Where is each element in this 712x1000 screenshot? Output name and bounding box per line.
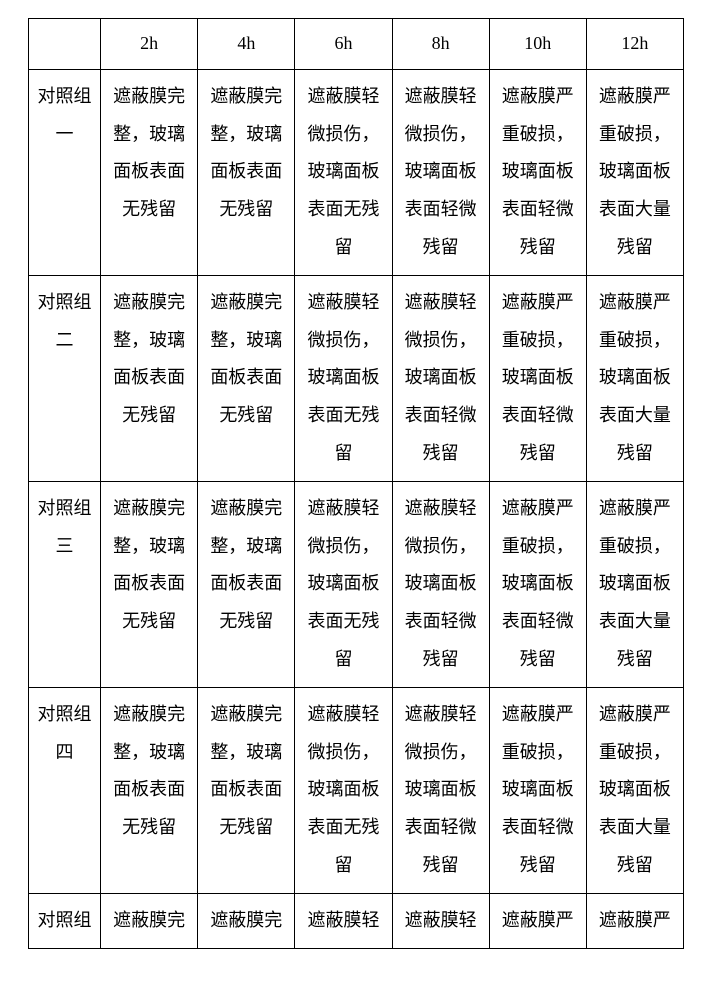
cell: 遮蔽膜轻 xyxy=(295,893,392,948)
header-12h: 12h xyxy=(586,19,683,70)
table-row: 对照组四 遮蔽膜完整，玻璃面板表面无残留 遮蔽膜完整，玻璃面板表面无残留 遮蔽膜… xyxy=(29,687,684,893)
cell: 遮蔽膜严重破损，玻璃面板表面轻微残留 xyxy=(489,275,586,481)
cell: 遮蔽膜严重破损，玻璃面板表面大量残留 xyxy=(586,481,683,687)
header-4h: 4h xyxy=(198,19,295,70)
cell: 遮蔽膜完整，玻璃面板表面无残留 xyxy=(198,687,295,893)
cell: 遮蔽膜严 xyxy=(586,893,683,948)
table-header-row: 2h 4h 6h 8h 10h 12h xyxy=(29,19,684,70)
cell: 遮蔽膜完整，玻璃面板表面无残留 xyxy=(101,481,198,687)
cell: 遮蔽膜轻微损伤，玻璃面板表面无残留 xyxy=(295,481,392,687)
header-6h: 6h xyxy=(295,19,392,70)
cell: 遮蔽膜严重破损，玻璃面板表面大量残留 xyxy=(586,69,683,275)
table-row: 对照组一 遮蔽膜完整，玻璃面板表面无残留 遮蔽膜完整，玻璃面板表面无残留 遮蔽膜… xyxy=(29,69,684,275)
cell: 遮蔽膜完整，玻璃面板表面无残留 xyxy=(198,275,295,481)
header-2h: 2h xyxy=(101,19,198,70)
cell: 遮蔽膜完 xyxy=(198,893,295,948)
cell: 遮蔽膜严重破损，玻璃面板表面大量残留 xyxy=(586,275,683,481)
cell: 遮蔽膜轻微损伤，玻璃面板表面无残留 xyxy=(295,687,392,893)
cell: 遮蔽膜完整，玻璃面板表面无残留 xyxy=(101,69,198,275)
cell: 遮蔽膜严重破损，玻璃面板表面大量残留 xyxy=(586,687,683,893)
row-label: 对照组二 xyxy=(29,275,101,481)
row-label: 对照组一 xyxy=(29,69,101,275)
row-label: 对照组四 xyxy=(29,687,101,893)
cell: 遮蔽膜完整，玻璃面板表面无残留 xyxy=(101,687,198,893)
cell: 遮蔽膜严重破损，玻璃面板表面轻微残留 xyxy=(489,69,586,275)
header-8h: 8h xyxy=(392,19,489,70)
cell: 遮蔽膜完整，玻璃面板表面无残留 xyxy=(198,481,295,687)
header-blank xyxy=(29,19,101,70)
cell: 遮蔽膜完 xyxy=(101,893,198,948)
row-label: 对照组 xyxy=(29,893,101,948)
cell: 遮蔽膜严 xyxy=(489,893,586,948)
cell: 遮蔽膜轻微损伤，玻璃面板表面轻微残留 xyxy=(392,481,489,687)
row-label: 对照组三 xyxy=(29,481,101,687)
header-10h: 10h xyxy=(489,19,586,70)
cell: 遮蔽膜轻微损伤，玻璃面板表面轻微残留 xyxy=(392,687,489,893)
table-row: 对照组二 遮蔽膜完整，玻璃面板表面无残留 遮蔽膜完整，玻璃面板表面无残留 遮蔽膜… xyxy=(29,275,684,481)
table-row: 对照组 遮蔽膜完 遮蔽膜完 遮蔽膜轻 遮蔽膜轻 遮蔽膜严 遮蔽膜严 xyxy=(29,893,684,948)
table-row: 对照组三 遮蔽膜完整，玻璃面板表面无残留 遮蔽膜完整，玻璃面板表面无残留 遮蔽膜… xyxy=(29,481,684,687)
cell: 遮蔽膜轻微损伤，玻璃面板表面轻微残留 xyxy=(392,275,489,481)
comparison-table: 2h 4h 6h 8h 10h 12h 对照组一 遮蔽膜完整，玻璃面板表面无残留… xyxy=(28,18,684,949)
cell: 遮蔽膜完整，玻璃面板表面无残留 xyxy=(101,275,198,481)
cell: 遮蔽膜轻微损伤，玻璃面板表面轻微残留 xyxy=(392,69,489,275)
cell: 遮蔽膜完整，玻璃面板表面无残留 xyxy=(198,69,295,275)
cell: 遮蔽膜轻微损伤，玻璃面板表面无残留 xyxy=(295,275,392,481)
cell: 遮蔽膜轻 xyxy=(392,893,489,948)
cell: 遮蔽膜轻微损伤，玻璃面板表面无残留 xyxy=(295,69,392,275)
cell: 遮蔽膜严重破损，玻璃面板表面轻微残留 xyxy=(489,687,586,893)
cell: 遮蔽膜严重破损，玻璃面板表面轻微残留 xyxy=(489,481,586,687)
